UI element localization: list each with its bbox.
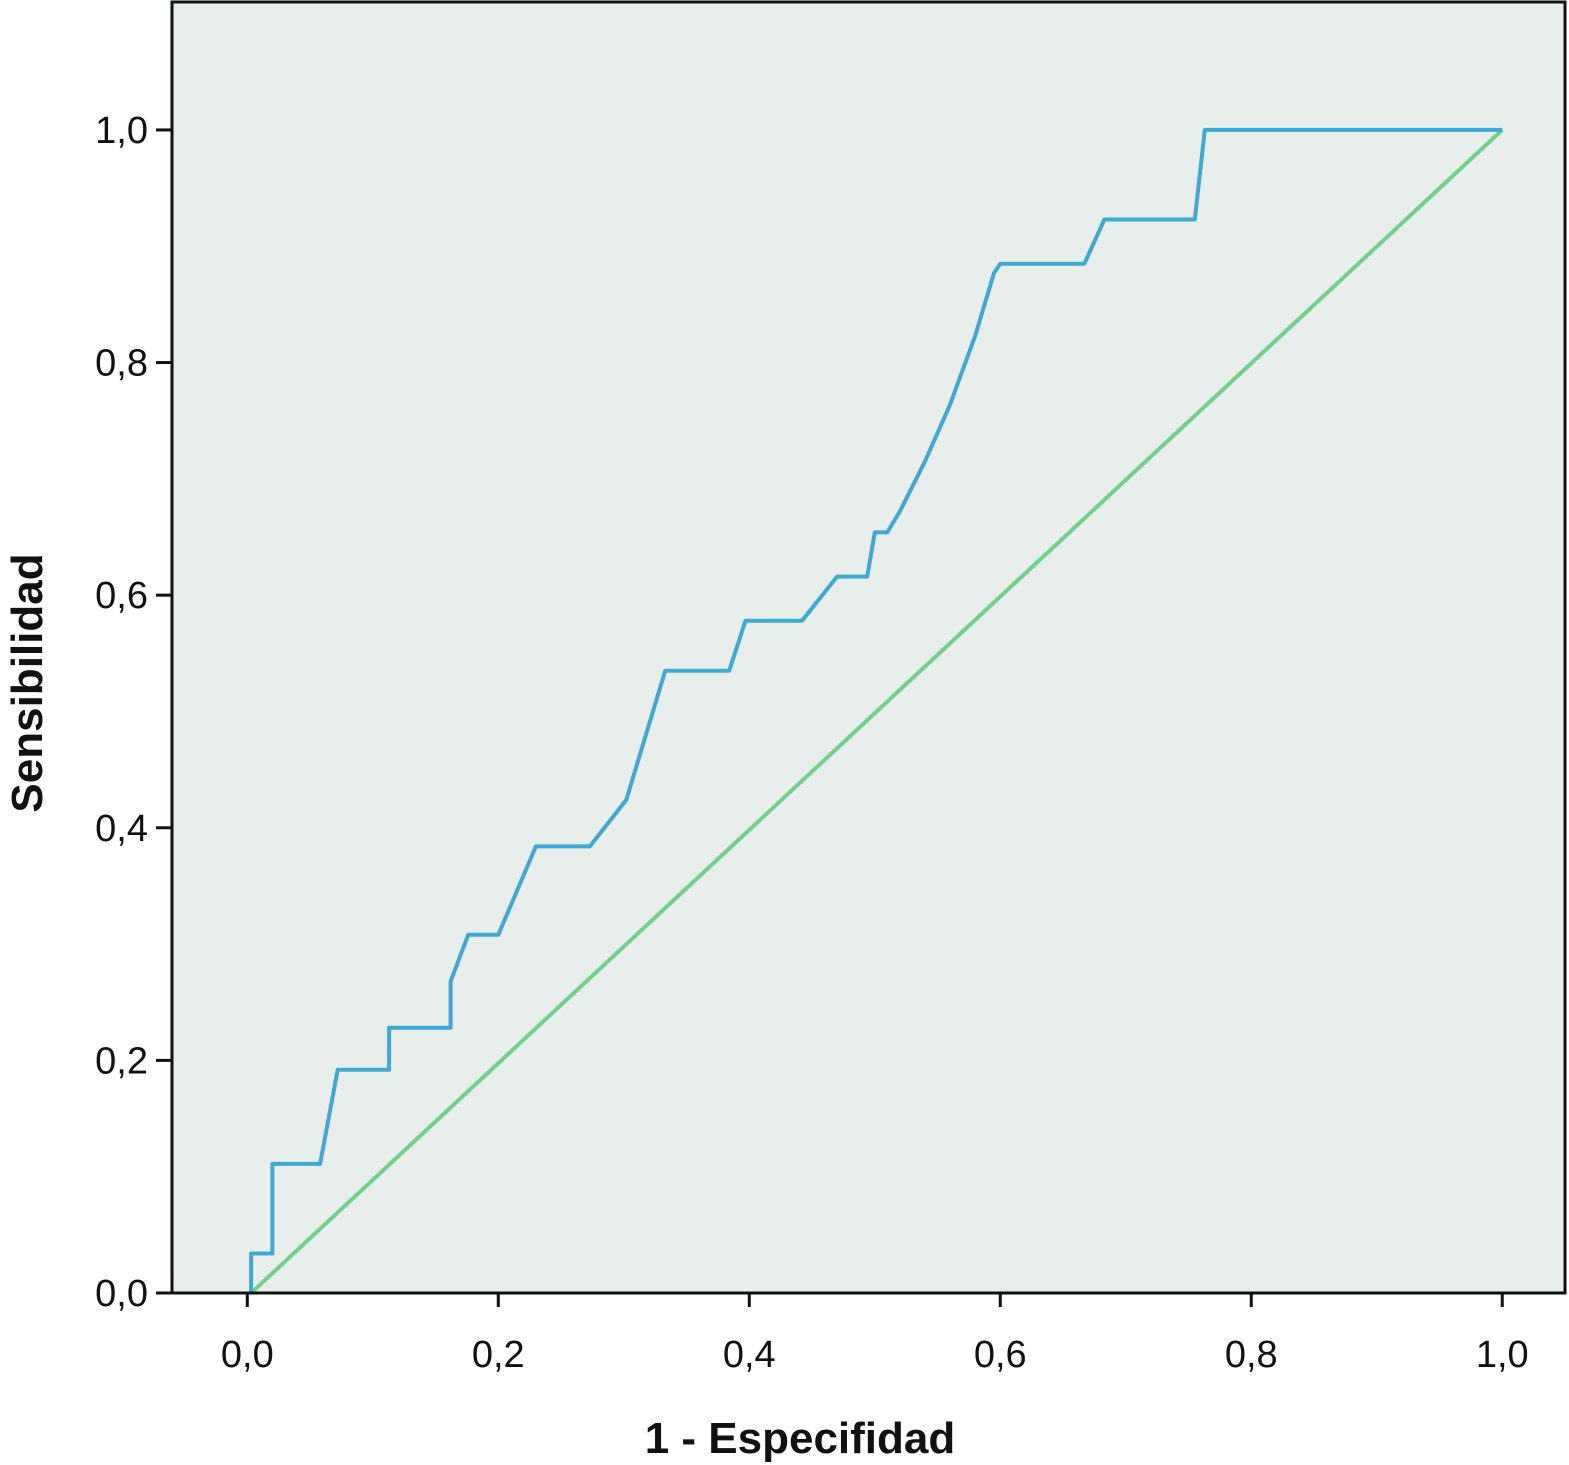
y-tick-label: 0,8	[95, 343, 148, 385]
tick-layer: 0,0 0,2 0,4 0,6 0,8 1,0 0,0 0,2 0,4 0,6 0,8 1,0	[95, 110, 1528, 1376]
y-tick-label: 0,4	[95, 808, 148, 850]
y-tick-label: 1,0	[95, 110, 148, 152]
x-tick-label: 0,0	[221, 1334, 274, 1376]
x-tick-label: 0,8	[1225, 1334, 1278, 1376]
y-tick-label: 0,6	[95, 575, 148, 617]
y-axis-title: Sensibilidad	[3, 553, 52, 812]
plot-frame	[170, 0, 1567, 1295]
x-tick-label: 0,2	[472, 1334, 525, 1376]
series-layer	[249, 127, 1504, 1295]
y-tick-label: 0,2	[95, 1040, 148, 1082]
x-tick-label: 0,6	[974, 1334, 1027, 1376]
x-tick-label: 1,0	[1476, 1334, 1529, 1376]
x-tick-label: 0,4	[723, 1334, 776, 1376]
y-tick-label: 0,0	[95, 1273, 148, 1315]
x-axis-title: 1 - Especifidad	[645, 1414, 956, 1463]
reference-diagonal-line	[249, 128, 1504, 1295]
roc-curve-line	[249, 127, 1503, 1293]
plot-area	[172, 2, 1565, 1293]
